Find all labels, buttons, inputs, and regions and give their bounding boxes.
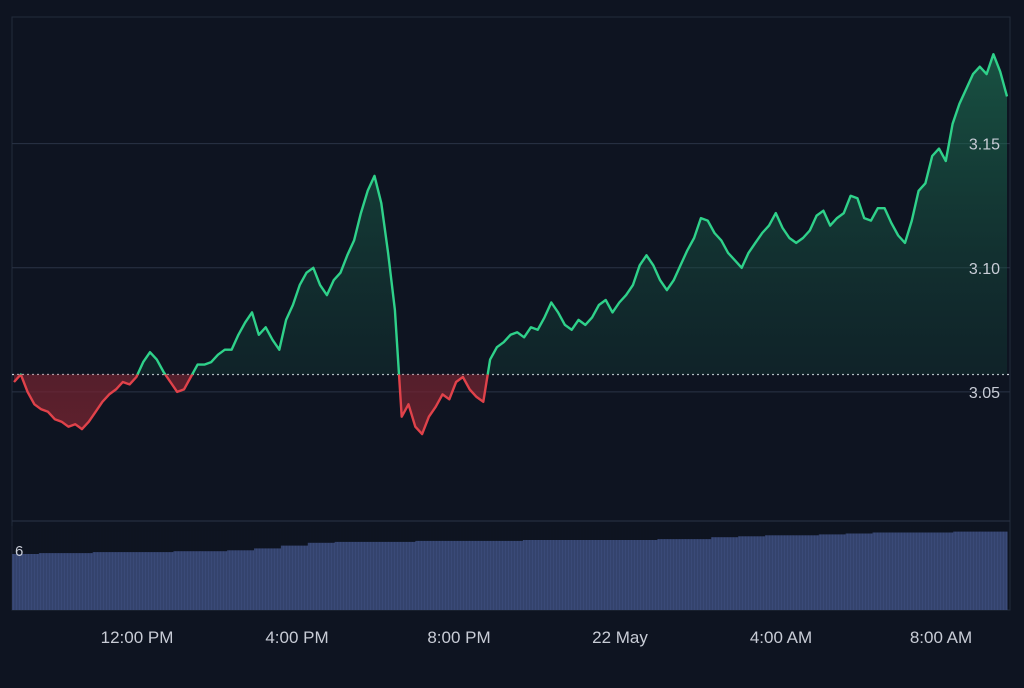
volume-bar: [12, 554, 40, 610]
volume-bar: [334, 541, 363, 610]
price-line-above: [19, 53, 1009, 375]
volume-bar: [603, 540, 631, 610]
y-tick-label: 3.05: [969, 385, 1000, 402]
x-axis-labels: 12:00 PM 4:00 PM 8:00 PM 22 May 4:00 AM 8:00 …: [101, 628, 973, 647]
volume-bar: [496, 540, 524, 610]
price-line-below: [13, 374, 489, 436]
volume-bar: [791, 535, 820, 610]
x-tick-label: 12:00 PM: [101, 628, 174, 647]
price-area: [13, 53, 1009, 436]
volume-bar: [630, 540, 658, 610]
volume-bar: [738, 536, 766, 610]
y-axis-labels: 3.05 3.10 3.15: [969, 137, 1000, 402]
volume-bar: [361, 541, 389, 610]
x-tick-label: 8:00 PM: [427, 628, 490, 647]
x-tick-label: 4:00 AM: [750, 628, 812, 647]
volume-bar: [872, 532, 900, 610]
volume-bar: [146, 552, 174, 610]
volume-bar: [65, 553, 94, 610]
volume-bar: [549, 540, 578, 610]
y-tick-label: 3.10: [969, 261, 1000, 278]
volume-bar: [442, 540, 470, 610]
volume-bar: [469, 540, 497, 610]
volume-bar: [522, 540, 551, 610]
volume-bar: [818, 534, 847, 610]
volume-bar: [254, 548, 282, 610]
volume-bar: [926, 532, 954, 610]
volume-bar: [953, 531, 981, 610]
volume-bar: [280, 545, 309, 610]
x-tick-label: 4:00 PM: [265, 628, 328, 647]
volume-bar: [415, 540, 443, 610]
volume-bar: [657, 539, 685, 610]
x-tick-label: 8:00 AM: [910, 628, 972, 647]
volume-bar: [845, 533, 873, 610]
volume-bar: [92, 552, 121, 610]
volume-bars: [11, 526, 1008, 610]
volume-axis-label: 6: [15, 543, 23, 560]
volume-bar: [388, 541, 416, 610]
volume-bar: [119, 552, 147, 610]
volume-bar: [307, 542, 336, 610]
volume-bar: [711, 537, 739, 610]
y-tick-label: 3.15: [969, 137, 1000, 154]
x-tick-label: 22 May: [592, 628, 648, 647]
area-fill-below: [14, 374, 488, 435]
volume-bar: [173, 551, 201, 610]
volume-bar: [38, 553, 67, 610]
volume-bar: [765, 535, 793, 610]
volume-bar: [899, 532, 927, 610]
area-fill-above: [14, 54, 1007, 375]
volume-bar: [980, 531, 1008, 610]
volume-bar: [576, 540, 605, 610]
volume-bar: [227, 550, 255, 610]
volume-bar: [684, 539, 712, 610]
volume-bar: [200, 551, 228, 610]
